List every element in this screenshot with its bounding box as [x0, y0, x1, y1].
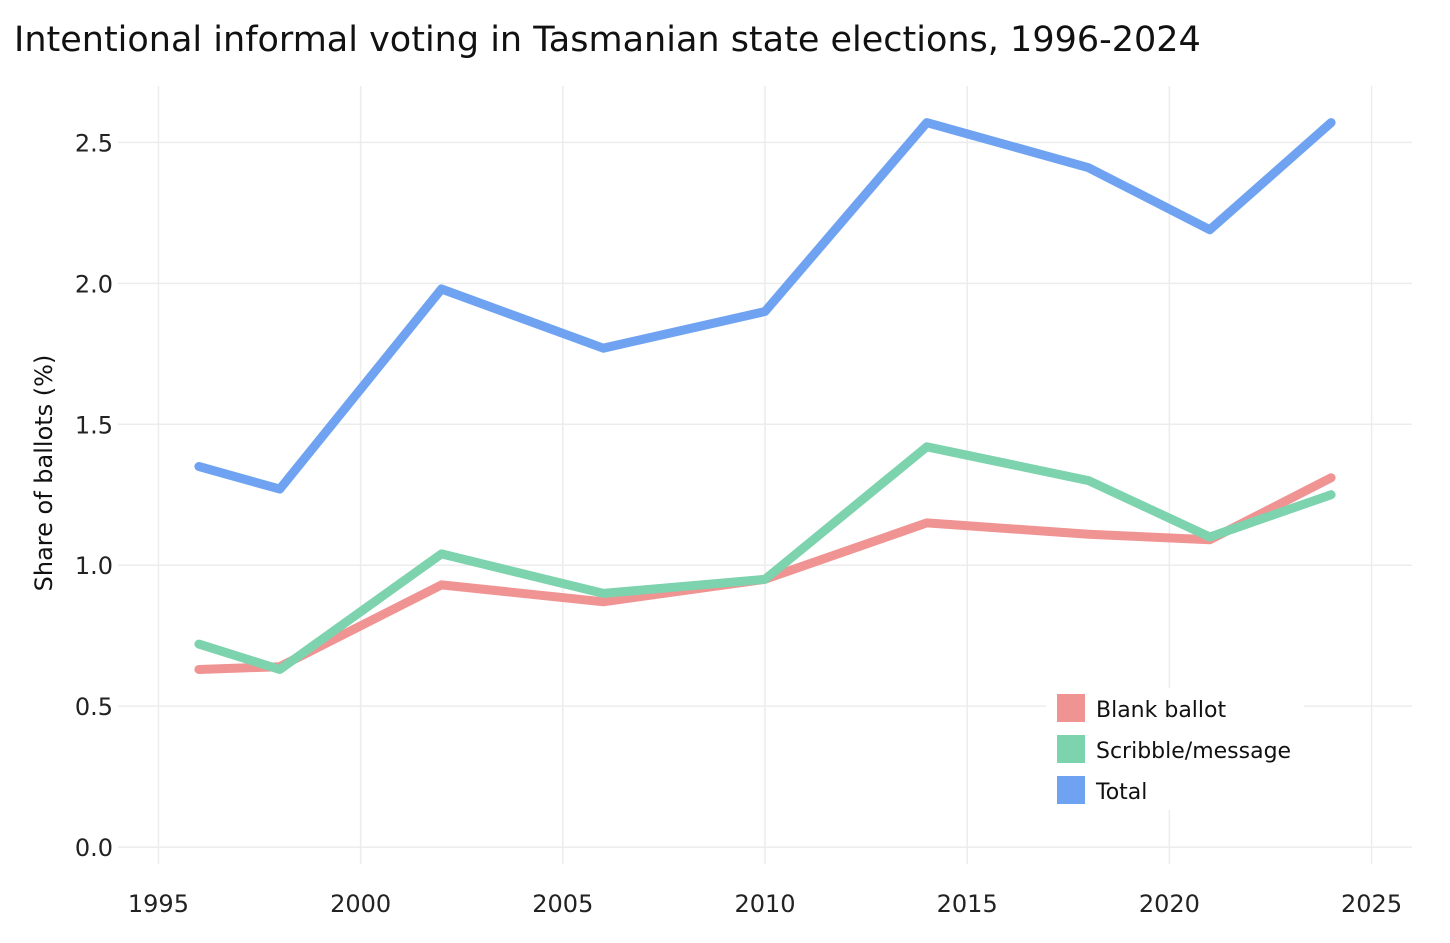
legend: Blank ballot Scribble/message Total	[1046, 688, 1304, 810]
y-tick-label: 0.0	[75, 834, 113, 862]
legend-swatch	[1057, 694, 1085, 722]
x-axis: 1995 2000 2005 2010 2015 2020 2025	[128, 890, 1402, 918]
x-tick-label: 2015	[937, 890, 998, 918]
y-tick-label: 2.5	[75, 129, 113, 157]
x-tick-label: 2010	[734, 890, 795, 918]
x-tick-label: 2000	[330, 890, 391, 918]
y-axis: 0.0 0.5 1.0 1.5 2.0 2.5	[75, 129, 113, 862]
legend-swatch	[1057, 776, 1085, 804]
y-tick-label: 2.0	[75, 270, 113, 298]
legend-label: Total	[1095, 780, 1147, 805]
x-tick-label: 2005	[532, 890, 593, 918]
x-tick-label: 2020	[1139, 890, 1200, 918]
y-axis-label: Share of ballots (%)	[30, 355, 58, 592]
legend-label: Blank ballot	[1096, 698, 1226, 723]
x-tick-label: 1995	[128, 890, 189, 918]
legend-swatch	[1057, 735, 1085, 763]
series-line-scribble-message	[194, 442, 1336, 674]
x-tick-label: 2025	[1341, 890, 1402, 918]
y-tick-label: 0.5	[75, 693, 113, 721]
series-lines	[194, 118, 1336, 674]
legend-label: Scribble/message	[1096, 739, 1291, 764]
chart-title: Intentional informal voting in Tasmanian…	[14, 20, 1201, 60]
legend-background	[1046, 688, 1304, 810]
series-line-total	[194, 118, 1336, 494]
y-tick-label: 1.5	[75, 411, 113, 439]
y-tick-label: 1.0	[75, 552, 113, 580]
grid	[118, 86, 1412, 864]
